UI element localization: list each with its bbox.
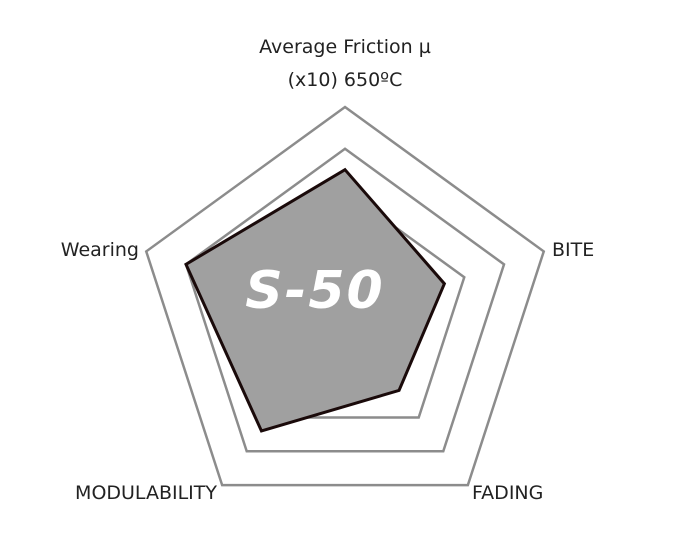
series-logo-label: S-50 xyxy=(245,261,384,321)
axis-label-2-line-0: FADING xyxy=(472,482,543,504)
axis-label-0-line-0: Average Friction µ xyxy=(259,36,431,58)
axis-label-0-line-1: (x10) 650ºC xyxy=(288,69,403,91)
axis-label-3-line-0: MODULABILITY xyxy=(75,482,217,504)
axis-label-4-line-0: Wearing xyxy=(61,239,139,261)
series-area xyxy=(184,167,447,433)
axis-label-1-line-0: BITE xyxy=(552,239,594,261)
grid-ring-4 xyxy=(184,147,506,453)
grid-ring-5 xyxy=(144,105,546,487)
